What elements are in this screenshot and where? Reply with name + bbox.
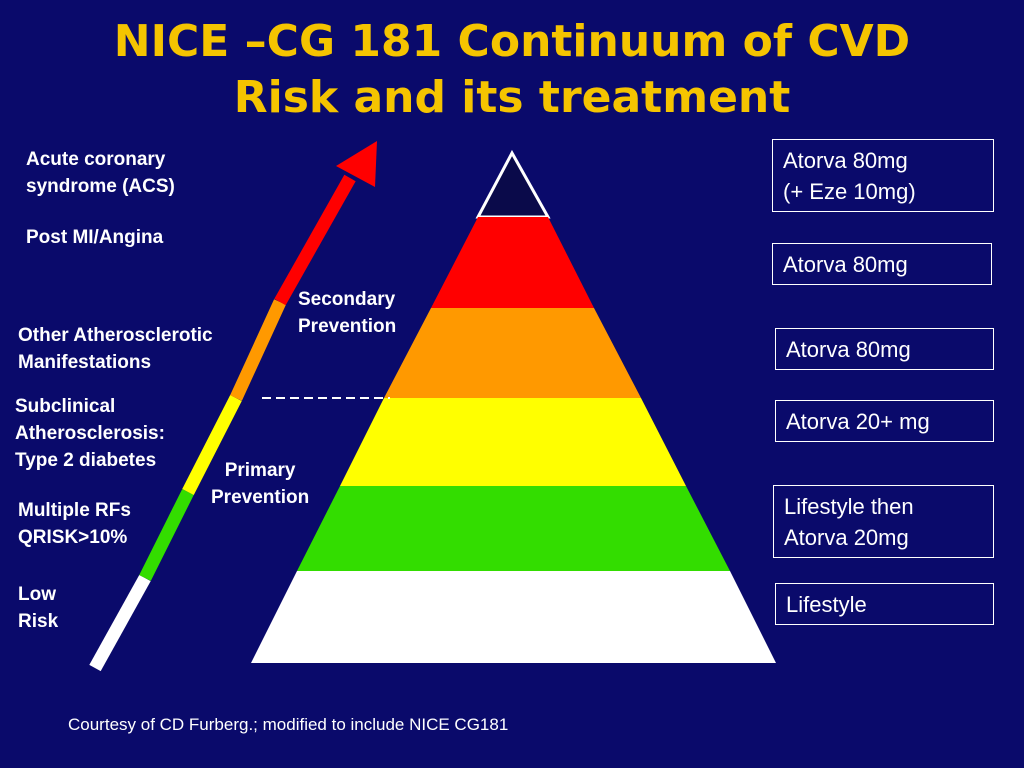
pyramid-tier-yellow [340,398,686,486]
treatment-box-1: Atorva 80mg (+ Eze 10mg) [772,139,994,212]
title-line-1: NICE –CG 181 Continuum of CVD [113,16,911,67]
arrow-head [336,141,377,187]
label-acs: Acute coronary syndrome (ACS) [26,149,175,197]
label-primary-prevention: Primary Prevention [211,460,310,508]
slide-title: NICE –CG 181 Continuum of CVD Risk and i… [0,14,1024,126]
arrow-segment-yellow [182,395,242,495]
label-subclinical: Subclinical Atherosclerosis: Type 2 diab… [15,396,165,471]
treatment-box-3: Atorva 80mg [775,328,994,370]
treatment-box-2: Atorva 80mg [772,243,992,285]
label-post-mi: Post MI/Angina [26,227,164,248]
footer-credit: Courtesy of CD Furberg.; modified to inc… [68,715,509,734]
arrow-segment-white [89,574,151,672]
pyramid-tier-green [297,486,730,571]
treatment-box-5: Lifestyle then Atorva 20mg [773,485,994,558]
label-other-athero: Other Atherosclerotic Manifestations [18,325,213,373]
arrow-segment-green [139,489,194,581]
pyramid-tier-top [475,149,551,219]
arrow-segment-red [274,174,356,306]
pyramid-tier-white [251,571,776,663]
label-low-risk: Low Risk [18,584,59,632]
label-secondary-prevention: Secondary Prevention [298,289,397,337]
pyramid-tier-red [431,217,594,308]
label-multiple-rfs: Multiple RFs QRISK>10% [18,500,131,548]
arrow-segment-orange [230,299,286,401]
pyramid-tier-orange [384,308,641,398]
treatment-box-4: Atorva 20+ mg [775,400,994,442]
treatment-box-6: Lifestyle [775,583,994,625]
title-line-2: Risk and its treatment [233,72,791,123]
